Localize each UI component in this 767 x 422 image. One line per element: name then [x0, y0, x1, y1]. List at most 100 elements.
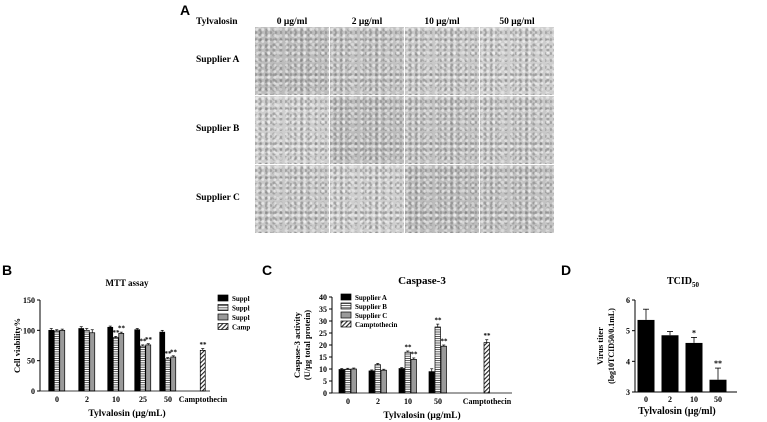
y-tick-label: 6	[626, 296, 630, 305]
x-axis-label: Tylvalosin (μg/ml)	[638, 406, 715, 417]
micrograph-tile	[480, 27, 554, 95]
row-label-supplier-b: Supplier B	[196, 124, 240, 134]
bar	[685, 342, 703, 392]
x-tick-label: 0	[346, 397, 350, 406]
significance-marker: **	[441, 338, 449, 346]
chart-title: MTT assay	[105, 278, 149, 288]
bar	[59, 329, 66, 392]
micrograph-tile	[330, 165, 404, 233]
panel-b-letter: B	[2, 262, 13, 278]
legend-label: Supplier C	[232, 314, 250, 322]
bar	[350, 368, 357, 394]
significance-marker: *	[692, 328, 696, 337]
legend-label: Supplier B	[355, 303, 387, 311]
y-axis-label: Caspase-3 activity	[292, 311, 302, 378]
bar	[440, 345, 447, 394]
bar	[374, 364, 381, 394]
y-tick-label: 0	[323, 389, 327, 398]
micrograph-tile	[480, 165, 554, 233]
bar	[661, 335, 679, 392]
legend-swatch	[340, 302, 352, 310]
micrograph-tile	[480, 96, 554, 164]
bar	[112, 337, 119, 392]
bar	[709, 379, 727, 392]
significance-marker: **	[118, 325, 126, 333]
chart-title-subscript: 50	[692, 281, 700, 289]
bar	[53, 330, 60, 392]
significance-marker: **	[435, 317, 443, 325]
column-header-0: 0 μg/ml	[276, 17, 308, 27]
panel-a-letter: A	[180, 2, 191, 18]
y-tick-label: 5	[323, 377, 327, 386]
column-header-50: 50 μg/ml	[499, 17, 535, 27]
legend-label: Supplier C	[355, 312, 387, 320]
y-tick-label: 4	[626, 357, 630, 366]
legend-swatch	[217, 294, 229, 302]
y-axis-label: (U/μg total protein)	[302, 310, 312, 380]
legend-swatch	[217, 323, 229, 330]
x-tick-label: 0	[55, 395, 59, 404]
bar	[145, 344, 152, 392]
x-tick-label: 10	[112, 395, 120, 404]
y-tick-label: 20	[319, 341, 327, 350]
x-tick-label: 10	[404, 397, 412, 406]
panel-d-letter: D	[561, 262, 572, 278]
column-header-10: 10 μg/ml	[424, 17, 460, 27]
treatment-label: Tylvalosin	[196, 17, 238, 27]
significance-marker: **	[140, 337, 148, 345]
significance-marker: **	[170, 348, 178, 356]
bar	[410, 359, 417, 394]
x-tick-label: 2	[85, 395, 89, 404]
significance-marker: **	[113, 329, 121, 337]
legend-swatch	[217, 313, 229, 321]
micrograph-tile	[405, 27, 479, 95]
micrograph-tile	[405, 165, 479, 233]
bar	[164, 358, 171, 392]
y-axis-label-line2: (log10TCID50/0.1mL)	[607, 308, 616, 384]
micrograph-tile	[255, 165, 329, 233]
micrograph-tile	[255, 27, 329, 95]
bar	[398, 368, 405, 394]
y-tick-label: 100	[23, 326, 35, 335]
y-tick-label: 50	[27, 357, 35, 366]
x-tick-label: 10	[690, 395, 698, 404]
legend-label: Camptothecin	[232, 324, 250, 332]
bar	[428, 371, 435, 394]
x-tick-label: 50	[714, 395, 722, 404]
legend-swatch	[340, 293, 352, 301]
chart-title-main: TCID	[667, 276, 692, 287]
significance-marker: **	[145, 336, 153, 344]
y-tick-label: 30	[319, 317, 327, 326]
x-tick-label: Camptothecin	[463, 397, 512, 406]
significance-marker: **	[484, 332, 492, 340]
micrograph-tile	[255, 96, 329, 164]
y-tick-label: 10	[319, 365, 327, 374]
legend-label: Supplier A	[232, 295, 250, 303]
y-tick-label: 25	[319, 329, 327, 338]
column-header-2: 2 μg/ml	[351, 17, 383, 27]
significance-marker: **	[405, 344, 413, 352]
bar	[344, 368, 351, 394]
significance-marker: **	[714, 359, 722, 368]
y-axis-label: Cell viability%	[12, 318, 22, 373]
bar	[368, 370, 375, 394]
y-tick-label: 40	[319, 293, 327, 302]
row-label-supplier-a: Supplier A	[196, 55, 240, 65]
x-tick-label: 2	[668, 395, 672, 404]
bar	[637, 319, 655, 392]
bar	[380, 369, 387, 394]
bar	[83, 329, 90, 392]
micrograph-tile	[330, 27, 404, 95]
x-tick-label: Camptothecin	[179, 395, 228, 404]
y-tick-label: 150	[23, 296, 35, 305]
y-tick-label: 3	[626, 388, 630, 397]
bar	[483, 342, 490, 394]
bar	[78, 328, 85, 392]
bar	[170, 356, 177, 392]
x-tick-label: 0	[644, 395, 648, 404]
bar	[199, 350, 206, 392]
panel-c-letter: C	[262, 262, 273, 278]
